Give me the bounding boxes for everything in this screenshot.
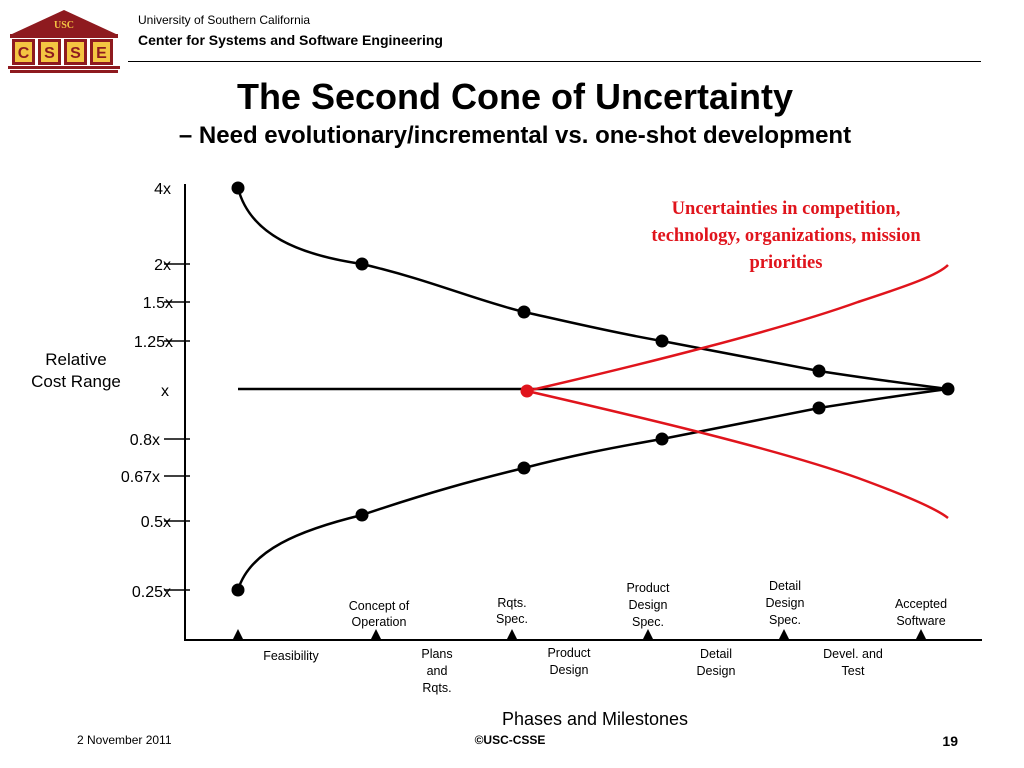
milestone-label: Detail Design Spec. (766, 579, 805, 627)
data-point (655, 334, 669, 348)
slide-subtitle: – Need evolutionary/incremental vs. one-… (178, 122, 852, 149)
logo-letter: S (44, 45, 55, 62)
logo-letter: E (96, 45, 107, 62)
slide-title: The Second Cone of Uncertainty (236, 76, 794, 117)
y-axis-label-line: Relative (45, 350, 107, 369)
cone-lower-curve (236, 387, 949, 591)
annotation-line: Uncertainties in competition, (671, 199, 901, 219)
milestone-triangle (915, 629, 927, 641)
second-cone-lower-curve (526, 389, 949, 519)
y-tick-label: 0.8x (130, 432, 160, 449)
second-cone-upper-curve (526, 264, 949, 393)
annotation-line: priorities (749, 253, 823, 273)
milestone-label: Concept of Operation (349, 599, 410, 629)
phase-label: Devel. and Test (823, 647, 883, 678)
y-tick-label: 0.25x (132, 584, 171, 601)
milestone-triangle (232, 629, 244, 641)
y-tick-label: 0.5x (141, 514, 171, 531)
y-tick-label: 2x (154, 257, 171, 274)
milestone-label: Rqts. Spec. (496, 596, 528, 626)
milestone-labels: Concept of Operation Rqts. Spec. Product De… (349, 579, 947, 629)
y-tick-label: 0.67x (121, 469, 160, 486)
logo-letter: S (70, 45, 81, 62)
data-point (812, 364, 826, 378)
data-point (231, 583, 245, 597)
phase-label: Detail Design (697, 647, 736, 678)
data-point (517, 305, 531, 319)
cone-upper-points (231, 181, 955, 396)
usc-csse-logo: USC C S S E (8, 10, 120, 73)
logo-letter: C (18, 45, 30, 62)
cone-lower-points (231, 401, 826, 597)
page-number: 19 (942, 733, 958, 749)
milestone-markers (232, 629, 927, 641)
cone-upper-curve (236, 187, 949, 391)
data-point (355, 257, 369, 271)
y-tick-label: 1.25x (134, 334, 173, 351)
logo-usc-text: USC (54, 20, 74, 31)
milestone-label: Accepted Software (895, 597, 947, 628)
y-ticks (164, 263, 190, 591)
university-name: University of Southern California (138, 13, 311, 27)
y-tick-label: 4x (154, 181, 171, 198)
data-point (941, 382, 955, 396)
x-axis-label: Phases and Milestones (501, 709, 689, 729)
phase-label: Plans and Rqts. (421, 647, 452, 695)
milestone-triangle (778, 629, 790, 641)
data-point (655, 432, 669, 446)
y-axis-label-line: Cost Range (31, 372, 121, 391)
y-axis-label: Relative Cost Range (14, 349, 138, 393)
phase-label: Feasibility (263, 649, 319, 663)
y-tick-label: x (161, 383, 169, 400)
center-name: Center for Systems and Software Engineer… (138, 32, 443, 48)
y-tick-label: 1.5x (143, 295, 173, 312)
phase-label: Product Design (547, 646, 591, 677)
data-point (231, 181, 245, 195)
milestone-triangle (642, 629, 654, 641)
header-divider (128, 61, 981, 62)
phase-labels: Feasibility Plans and Rqts. Product Design … (263, 646, 883, 695)
milestone-label: Product Design Spec. (626, 581, 670, 629)
footer-date: 2 November 2011 (77, 733, 172, 747)
data-point (355, 508, 369, 522)
footer-copyright: ©USC-CSSE (474, 733, 546, 747)
data-point (517, 461, 531, 475)
uncertainty-annotation: Uncertainties in competition, technology… (608, 196, 964, 277)
milestone-triangle (370, 629, 382, 641)
annotation-line: technology, organizations, mission (651, 226, 921, 246)
data-point (812, 401, 826, 415)
second-cone-origin-point (520, 384, 534, 398)
milestone-triangle (506, 629, 518, 641)
